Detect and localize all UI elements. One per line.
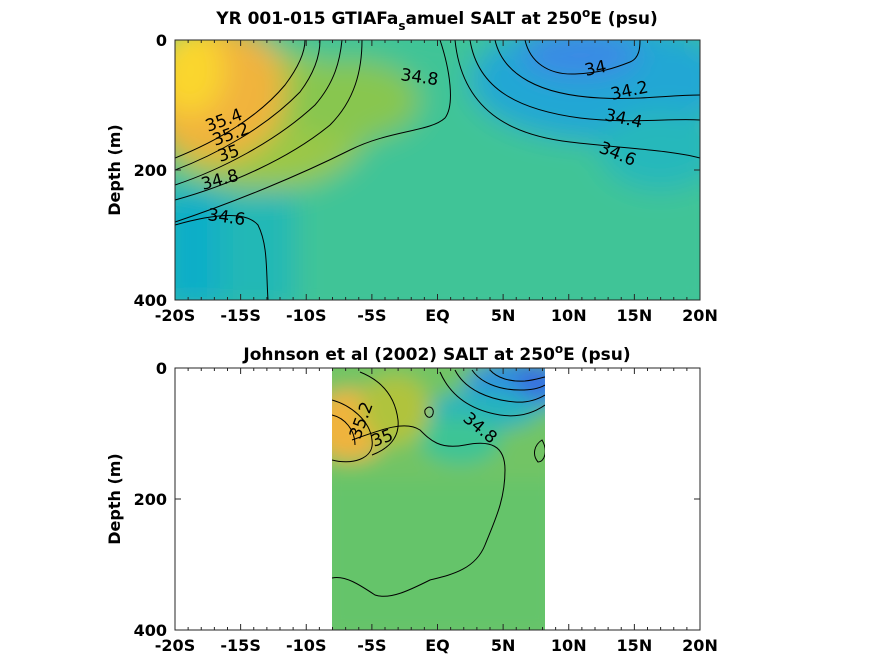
y-tick-label: 0 xyxy=(156,359,167,378)
x-tick-label: -15S xyxy=(220,636,260,655)
y-tick-label: 0 xyxy=(156,31,167,50)
y-tick-label: 200 xyxy=(134,161,167,180)
y-tick-label: 400 xyxy=(134,291,167,310)
panel1-contour-labels: 35.4 35.2 35 34.8 34.6 34.8 34 34.2 34.4… xyxy=(199,57,650,230)
x-tick-label: -15S xyxy=(220,306,260,325)
panel1-title: YR 001-015 GTIAFasamuel SALT at 250oE (p… xyxy=(215,6,657,33)
x-tick-label: EQ xyxy=(425,306,450,325)
panel2-heatmap xyxy=(332,368,545,630)
x-tick-label: 10N xyxy=(551,306,587,325)
x-tick-label: -10S xyxy=(286,306,326,325)
x-tick-label: -20S xyxy=(155,306,195,325)
panel2-x-ticks: -20S -15S -10S -5S EQ 5N 10N 15N 20N xyxy=(155,368,718,655)
x-tick-label: -20S xyxy=(155,636,195,655)
x-tick-label: -5S xyxy=(357,636,386,655)
panel1-y-axis-label: Depth (m) xyxy=(105,124,124,216)
x-tick-label: 15N xyxy=(617,306,653,325)
x-tick-label: 5N xyxy=(491,636,516,655)
panel2-y-axis-label: Depth (m) xyxy=(105,453,124,545)
x-tick-label: 20N xyxy=(682,306,718,325)
contour-label: 34 xyxy=(583,57,608,81)
x-tick-label: EQ xyxy=(425,636,450,655)
x-tick-label: -10S xyxy=(286,636,326,655)
x-tick-label: 5N xyxy=(491,306,516,325)
x-tick-label: 20N xyxy=(682,636,718,655)
y-tick-label: 200 xyxy=(134,490,167,509)
x-tick-label: 15N xyxy=(617,636,653,655)
panel1-heatmap xyxy=(175,40,700,300)
x-tick-label: -5S xyxy=(357,306,386,325)
panel2-y-ticks: 0 200 400 xyxy=(134,359,700,640)
panel2-title: Johnson et al (2002) SALT at 250oE (psu) xyxy=(242,342,630,365)
panel1-y-ticks: 0 200 400 xyxy=(134,31,700,310)
x-tick-label: 10N xyxy=(551,636,587,655)
y-tick-label: 400 xyxy=(134,621,167,640)
panel1-x-ticks: -20S -15S -10S -5S EQ 5N 10N 15N 20N xyxy=(155,40,718,325)
